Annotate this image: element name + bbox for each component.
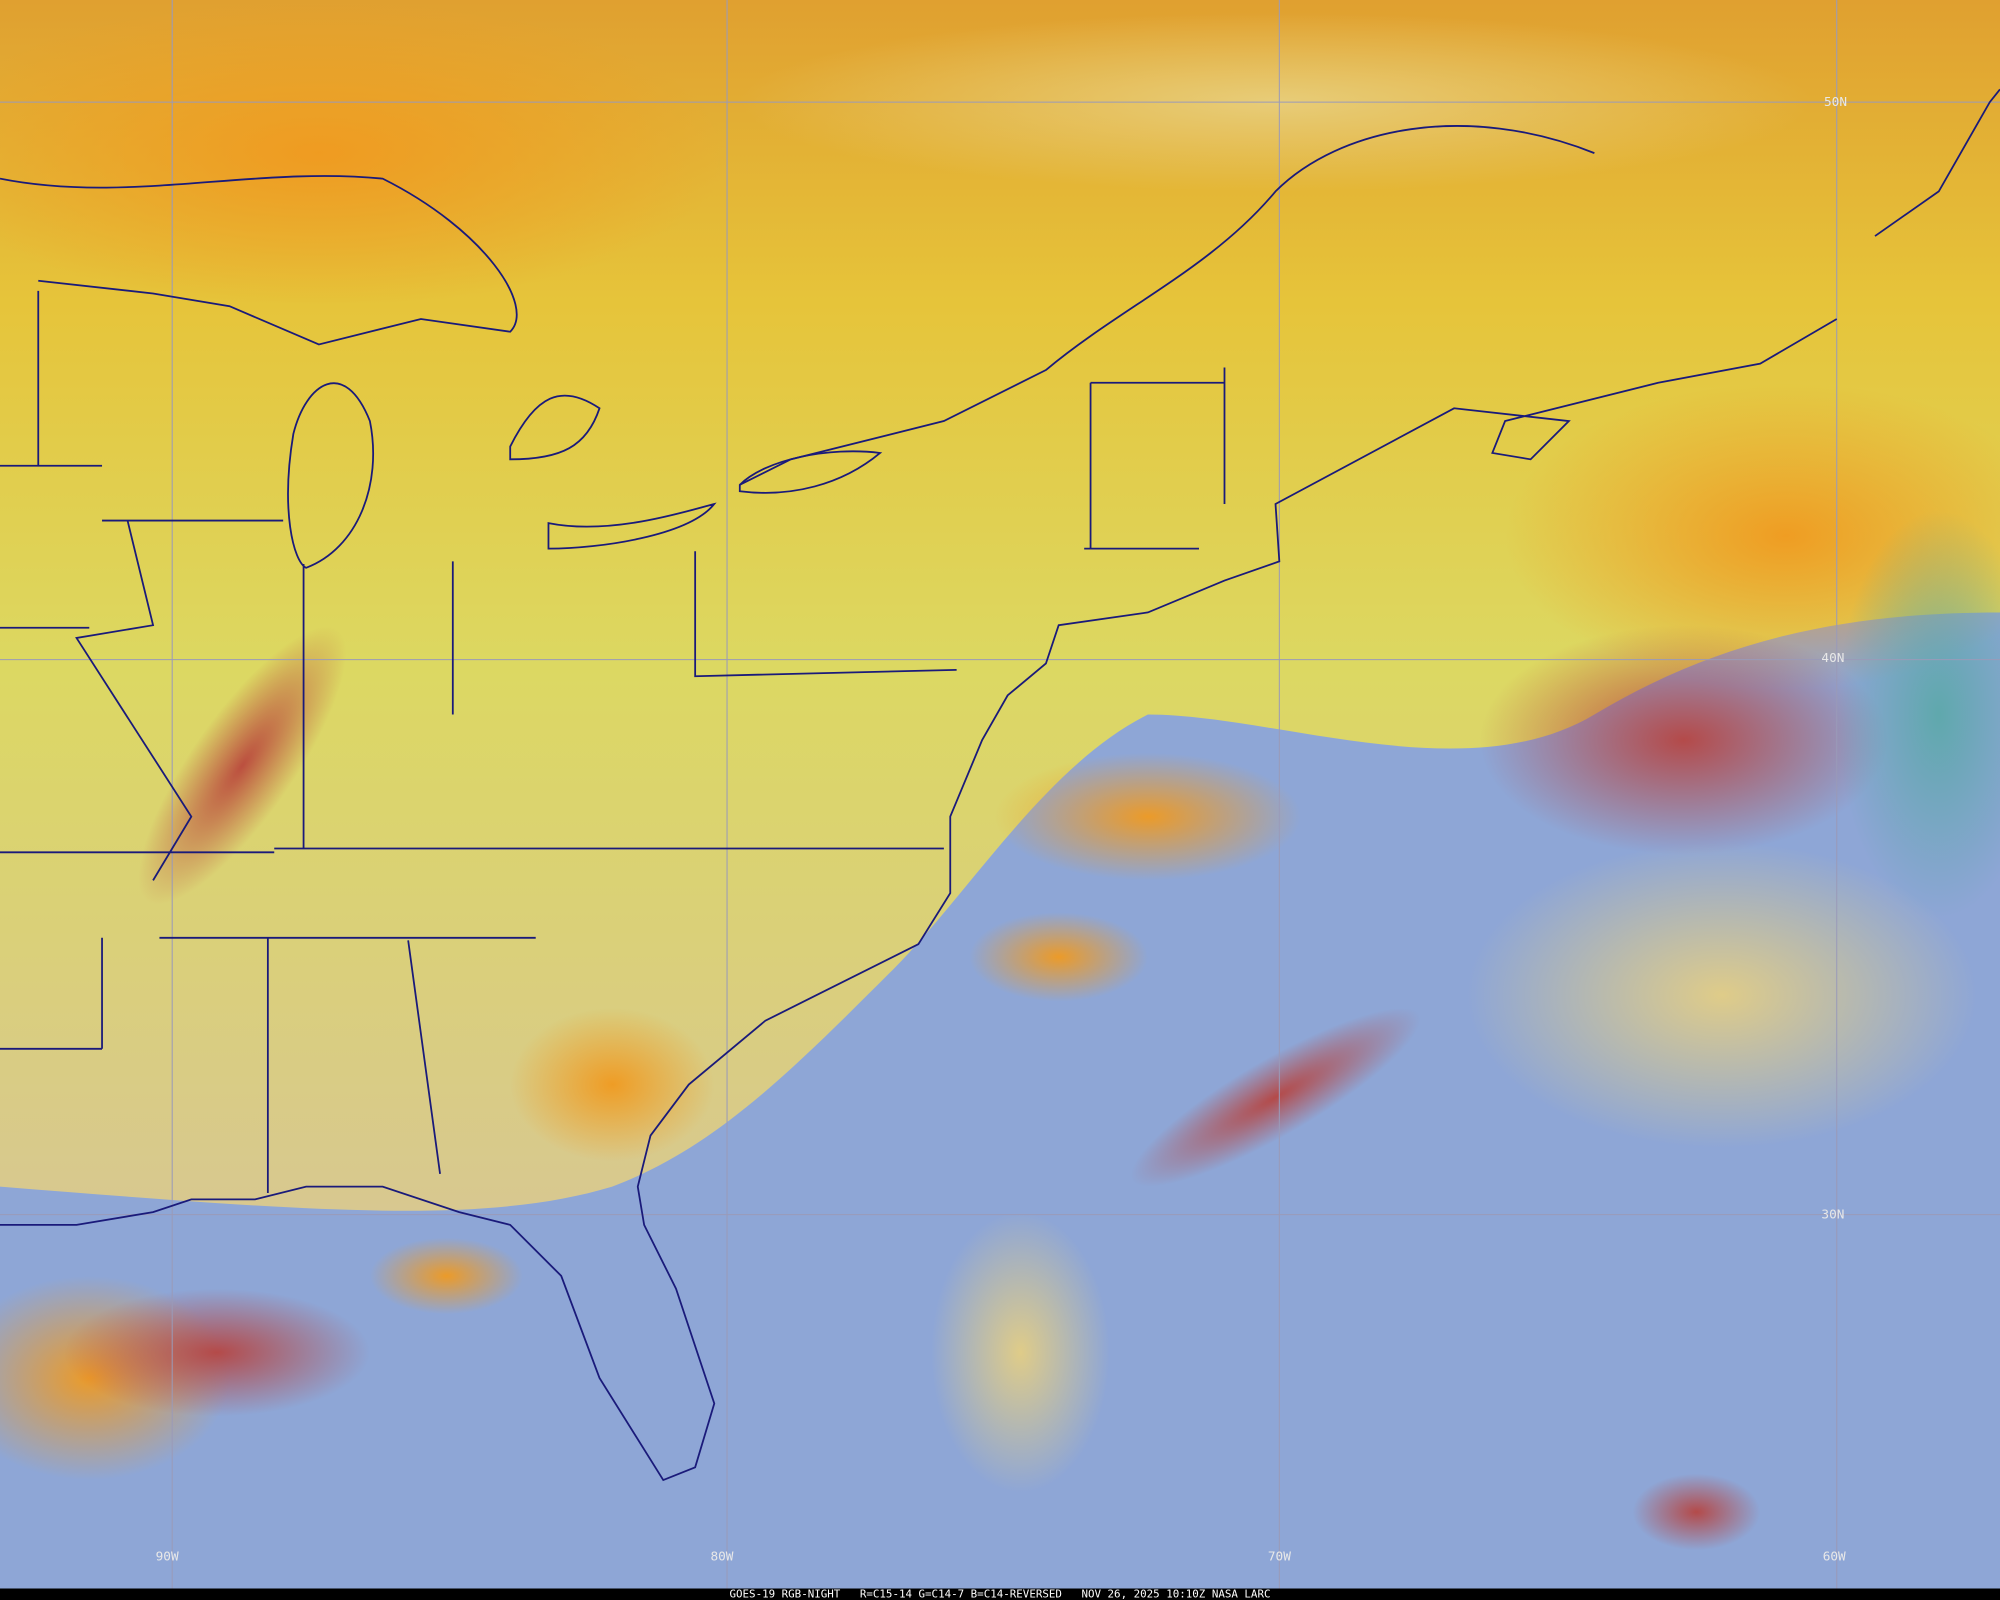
footer-text: GOES-19 RGB-NIGHT R=C15-14 G=C14-7 B=C14… — [729, 1587, 1270, 1600]
labels: 50N 40N 30N 90W 80W 70W 60W — [156, 95, 1847, 1565]
lat-label: 40N — [1821, 651, 1844, 666]
boundaries — [0, 88, 2000, 1482]
lat-label: 50N — [1824, 95, 1847, 110]
footer-bar — [0, 1588, 2000, 1600]
lon-label: 80W — [710, 1549, 733, 1564]
lon-label: 70W — [1268, 1549, 1291, 1564]
lon-label: 60W — [1823, 1549, 1846, 1564]
lon-label: 90W — [156, 1549, 179, 1564]
lat-label: 30N — [1821, 1207, 1844, 1222]
